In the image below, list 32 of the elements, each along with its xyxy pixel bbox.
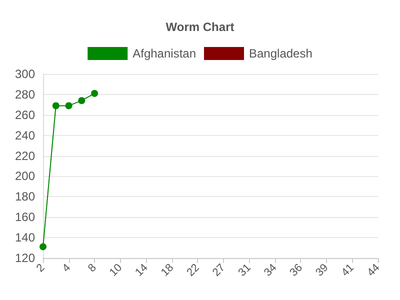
x-tick-label: 8 (86, 262, 99, 275)
y-tick-label: 220 (14, 148, 36, 163)
x-tick-label: 22 (184, 262, 202, 279)
x-tick-label: 44 (365, 262, 382, 279)
point (91, 90, 98, 97)
y-tick-label: 180 (14, 190, 36, 204)
y-tick-label: 200 (14, 169, 36, 184)
x-tick-label: 27 (210, 262, 228, 279)
y-tick-label: 300 (14, 67, 36, 81)
x-tick-label: 34 (262, 262, 280, 279)
x-tick-label: 36 (288, 262, 305, 279)
x-tick-label: 39 (314, 262, 331, 279)
x-tick-label: 41 (339, 262, 356, 279)
y-tick-label: 280 (14, 87, 36, 102)
x-tick-label: 18 (158, 262, 176, 279)
point (65, 102, 72, 110)
point (52, 102, 60, 110)
x-tick-label: 2 (34, 262, 48, 275)
chart-title: Worm Chart (166, 20, 234, 34)
y-tick-label: 120 (14, 251, 36, 265)
x-tick-label: 14 (133, 262, 150, 279)
x-tick-label: 10 (107, 262, 125, 279)
y-tick-label: 260 (14, 108, 36, 122)
x-tick-label: 31 (236, 262, 254, 279)
y-tick-label: 140 (14, 230, 36, 245)
y-tick-label: 160 (14, 210, 36, 224)
legend-label: Bangladesh (248, 46, 312, 60)
legend-label: Afghanistan (132, 46, 196, 60)
point (40, 243, 46, 250)
y-tick-label: 240 (14, 128, 36, 142)
point (78, 97, 86, 104)
x-tick-label: 4 (60, 262, 74, 275)
